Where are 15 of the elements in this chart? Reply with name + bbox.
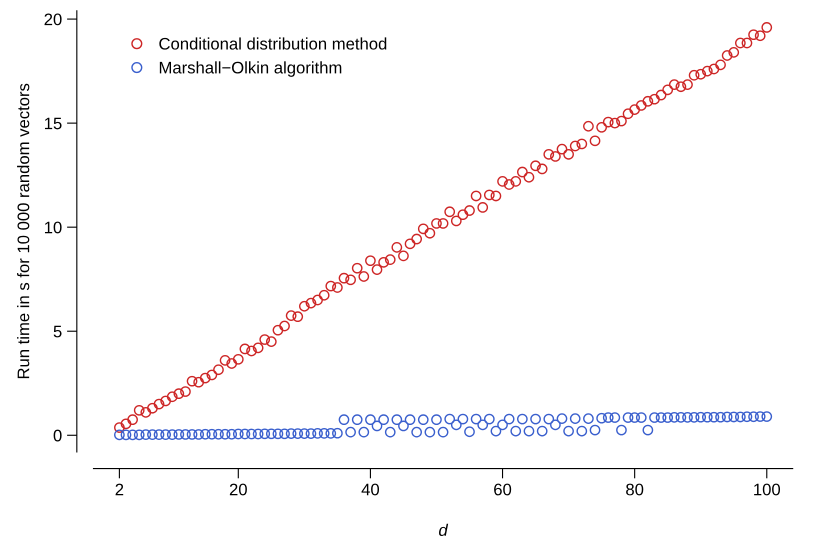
x-tick-label: 2 xyxy=(116,484,124,496)
y-tick-label: 20 xyxy=(44,13,62,26)
legend-label: Marshall−Olkin algorithm xyxy=(160,61,342,77)
x-tick-label: 40 xyxy=(362,484,380,496)
y-tick-label: 10 xyxy=(44,222,62,234)
x-tick-label: 80 xyxy=(626,484,644,496)
legend-label: Conditional distribution method xyxy=(159,37,386,50)
y-tick-label: 5 xyxy=(54,326,62,338)
x-axis-title: d xyxy=(439,524,448,536)
y-tick-label: 15 xyxy=(44,118,62,130)
x-tick-label: 100 xyxy=(754,484,780,496)
x-tick-label: 60 xyxy=(494,484,512,496)
y-tick-label: 0 xyxy=(54,430,62,442)
y-axis-title: Run time in s for 10 000 random vectors xyxy=(17,84,30,378)
x-tick-label: 20 xyxy=(230,484,247,496)
